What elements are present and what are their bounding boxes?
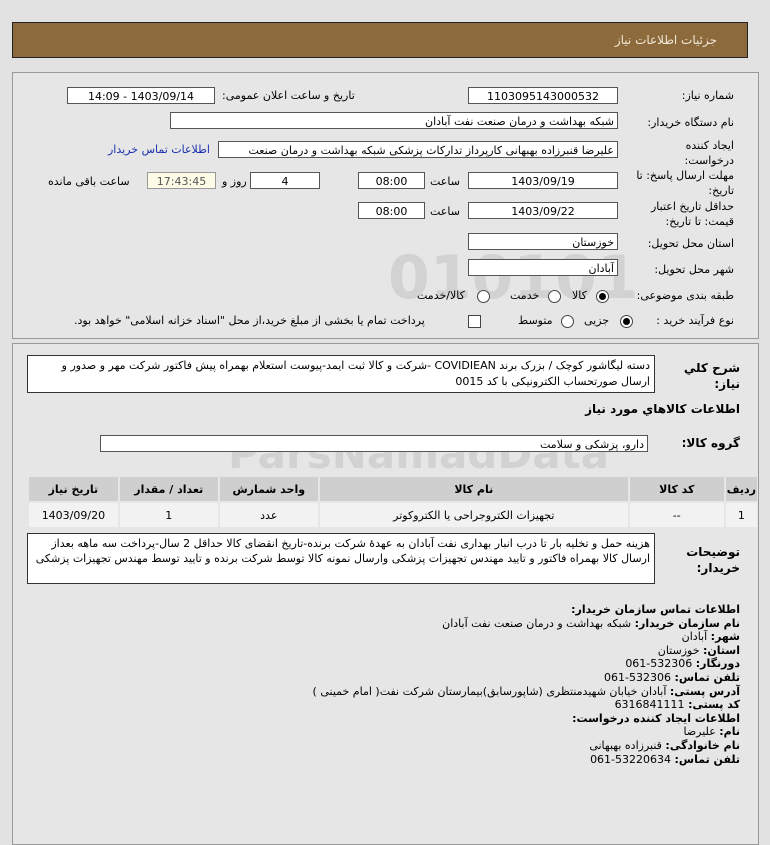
need-number-field: 1103095143000532 [468,87,618,104]
city-label: شهر محل تحویل: [654,263,734,276]
creator-title: اطلاعات ایجاد کننده درخواست: [572,711,740,725]
col-row: ردیف [725,477,757,501]
validity-time-label: ساعت [430,205,460,218]
fax-value: 061-532306 [625,657,693,671]
announce-field: 1403/09/14 - 14:09 [67,87,215,104]
table-header-row: ردیف کد کالا نام کالا واحد شمارش تعداد /… [29,477,757,501]
col-qty: تعداد / مقدار [119,477,218,501]
process-radio-medium[interactable] [561,315,574,328]
creator-phone-value: 061-53220634 [590,752,672,766]
cell-code: -- [629,503,724,527]
postal-label: کد پستی: [688,698,740,712]
treasury-checkbox[interactable] [468,315,481,328]
buyer-label: نام دستگاه خریدار: [647,116,734,129]
creator-field: علیرضا قنبرزاده بهبهانی کارپرداز تدارکات… [218,141,618,158]
process-option-minor: جزیی [584,314,610,327]
category-label: طبقه بندی موضوعی: [636,289,734,302]
page-title: جزئیات اطلاعات نیاز [614,33,717,47]
province-field: خوزستان [468,233,618,250]
contact-title: اطلاعات تماس سازمان خریدار: [571,603,740,616]
family-value: قنبرزاده بهبهانی [589,738,662,752]
city-value: آبادان [681,630,708,644]
col-name: نام کالا [319,477,628,501]
goods-table: ردیف کد کالا نام کالا واحد شمارش تعداد /… [27,475,759,529]
province-label: استان محل تحویل: [647,237,734,250]
org-label: نام سازمان خریدار: [634,616,740,630]
details-panel: ParsNamadData [12,343,759,845]
days-field: 4 [250,172,320,189]
notes-text: هزینه حمل و تخلیه بار تا درب انبار بهدار… [27,533,655,584]
cell-row: 1 [725,503,757,527]
need-number-label: شماره نیاز: [681,89,734,102]
reply-time-field: 08:00 [358,172,425,189]
category-radio-goods[interactable] [596,290,609,303]
days-label: روز و [222,175,247,188]
category-radio-service[interactable] [548,290,561,303]
table-row: 1 -- تجهیزات الکتروجراحی یا الکتروکوتر ع… [29,503,757,527]
announce-label: تاریخ و ساعت اعلان عمومی: [222,89,355,102]
category-option-goods: کالا [572,289,587,302]
category-option-both: کالا/خدمت [417,289,465,302]
family-label: نام خانوادگی: [665,738,740,752]
col-unit: واحد شمارش [219,477,318,501]
address-label: آدرس پستی: [669,684,740,698]
process-radio-minor[interactable] [620,315,633,328]
notes-label: توضیحات خریدار: [686,545,740,575]
fax-label: دورنگار: [695,657,740,671]
reply-time-label: ساعت [430,175,460,188]
category-option-service: خدمت [510,289,540,302]
phone-value: 061-532306 [604,670,672,684]
contact-info: اطلاعات تماس سازمان خریدار: نام سازمان خ… [313,603,740,766]
buyer-field: شبکه بهداشت و درمان صنعت نفت آبادان [170,112,618,129]
category-radio-both[interactable] [477,290,490,303]
postal-value: 6316841111 [614,698,685,712]
creator-label: ایجاد کننده درخواست: [684,139,734,167]
goods-title: اطلاعات کالاهاي مورد نياز [585,402,740,416]
group-field: دارو، پزشکی و سلامت [100,435,648,452]
buyer-contact-link[interactable]: اطلاعات تماس خریدار [108,143,210,156]
col-code: کد کالا [629,477,724,501]
province-value: خوزستان [657,643,700,657]
name-value: علیرضا [683,725,716,739]
phone-label: تلفن تماس: [674,670,740,684]
description-label: شرح کلي نياز: [683,361,740,391]
city-field: آبادان [468,259,618,276]
reply-date-field: 1403/09/19 [468,172,618,189]
payment-note: پرداخت تمام یا بخشی از مبلغ خرید،از محل … [74,314,425,327]
description-text: دسته لیگاشور کوچک / بزرک برند COVIDIEAN … [27,355,655,393]
org-value: شبکه بهداشت و درمان صنعت نفت آبادان [442,616,632,630]
group-label: گروه کالا: [681,436,740,450]
city-label: شهر: [710,630,740,644]
cell-date: 1403/09/20 [29,503,118,527]
col-date: تاریخ نیاز [29,477,118,501]
validity-date-field: 1403/09/22 [468,202,618,219]
validity-label: حداقل تاریخ اعتبار قیمت: تا تاریخ: [650,200,734,228]
remaining-label: ساعت باقی مانده [48,175,130,188]
process-label: نوع فرآیند خرید : [656,314,734,327]
province-label: استان: [703,643,740,657]
validity-time-field: 08:00 [358,202,425,219]
remaining-time-field: 17:43:45 [147,172,216,189]
cell-unit: عدد [219,503,318,527]
page-header: جزئیات اطلاعات نیاز [12,22,748,58]
reply-deadline-label: مهلت ارسال پاسخ: تا تاریخ: [636,169,734,197]
process-option-medium: متوسط [518,314,553,327]
name-label: نام: [719,725,740,739]
creator-phone-label: تلفن تماس: [674,752,740,766]
cell-qty: 1 [119,503,218,527]
address-value: آبادان خیابان شهیدمنتظری (شاپورسابق)بیما… [312,684,667,698]
cell-name: تجهیزات الکتروجراحی یا الکتروکوتر [319,503,628,527]
